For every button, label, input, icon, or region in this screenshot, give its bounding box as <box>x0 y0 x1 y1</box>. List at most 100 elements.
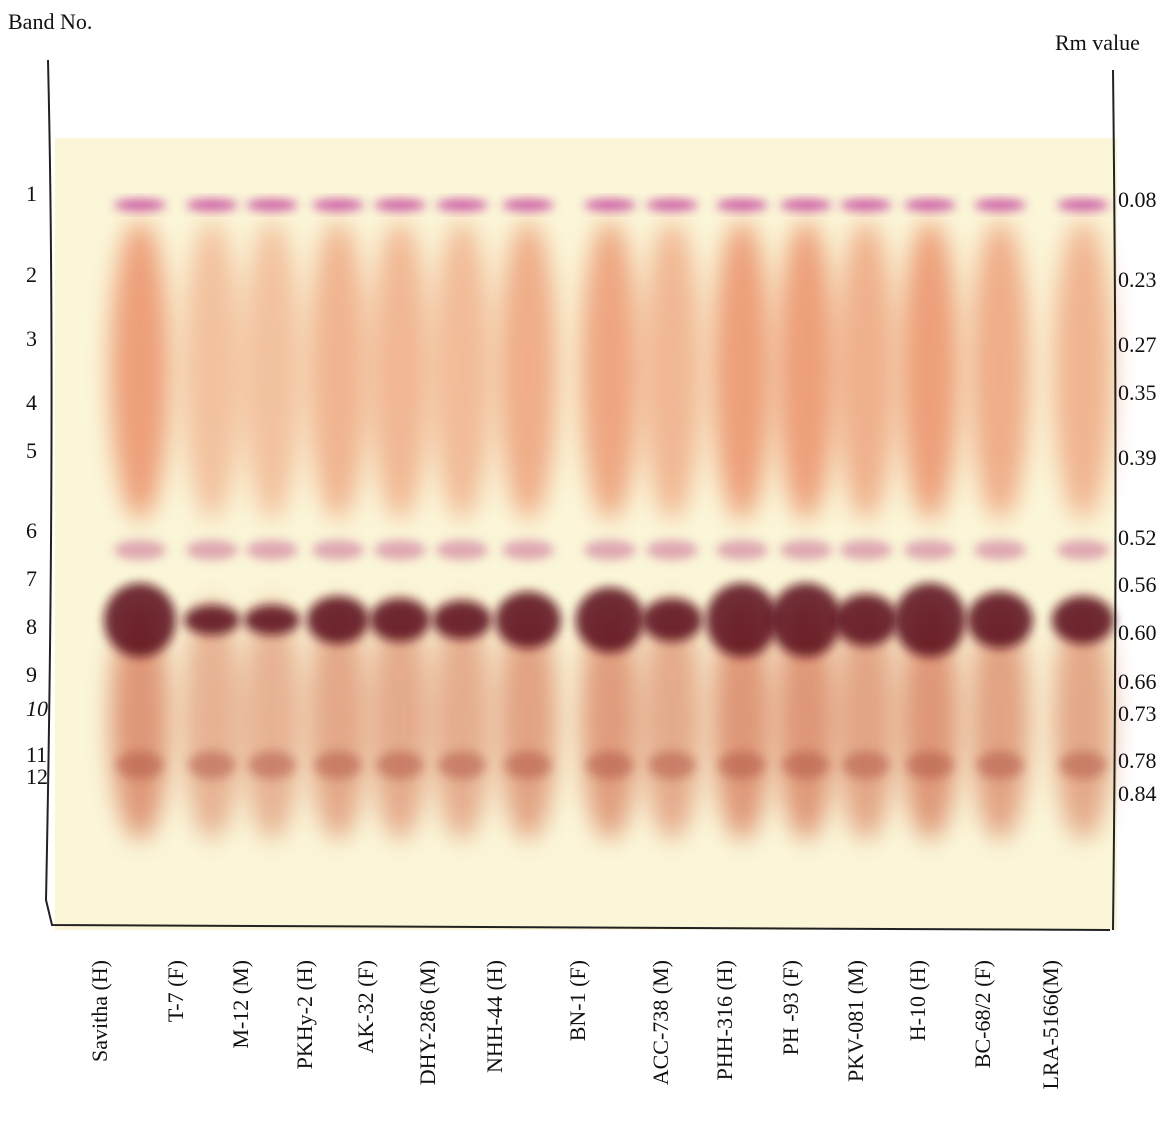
band-number: 10 <box>26 696 48 721</box>
lane-smear <box>900 600 960 840</box>
lane-smear <box>308 600 368 840</box>
band-dark <box>770 583 842 657</box>
lane-smear <box>370 600 430 840</box>
band-pale <box>646 540 698 560</box>
rm-value: 0.66 <box>1118 669 1157 694</box>
band-dark <box>104 583 176 657</box>
band-dark <box>1051 596 1115 644</box>
band-pink <box>646 199 698 211</box>
rm-value: 0.23 <box>1118 267 1157 292</box>
lane-smear <box>712 600 772 840</box>
band-pink <box>436 199 488 211</box>
band-low <box>648 751 696 779</box>
band-dark <box>495 591 561 649</box>
lane-smear <box>182 600 242 840</box>
lane-smear <box>110 220 170 520</box>
band-low <box>842 751 890 779</box>
lane-smear <box>642 600 702 840</box>
band-pale <box>1057 540 1109 560</box>
band-pale <box>186 540 238 560</box>
lane-smear <box>580 220 640 520</box>
band-dark <box>369 598 431 642</box>
lane-smear <box>1053 600 1113 840</box>
lane-label: NHH-44 (H) <box>482 960 507 1073</box>
band-low <box>718 751 766 779</box>
lane-label: M-12 (M) <box>228 960 253 1049</box>
band-dark <box>575 587 645 653</box>
band-pale <box>780 540 832 560</box>
labels: 1 0.08 2 0.23 3 0.27 4 0.35 5 0.39 6 0.52 7 0.56 8 0.60… <box>26 181 1157 1090</box>
rm-value: 0.52 <box>1118 525 1157 550</box>
band-dark <box>894 583 966 657</box>
band-number: 3 <box>26 326 37 351</box>
rm-value: 0.60 <box>1118 620 1157 645</box>
lane-label: T-7 (F) <box>163 960 188 1022</box>
lane-label: Savitha (H) <box>87 960 112 1062</box>
lane-label: PHH-316 (H) <box>712 960 737 1080</box>
lane-smear <box>432 220 492 520</box>
lane-smear <box>900 220 960 520</box>
band-pink <box>1057 199 1109 211</box>
lane-smear <box>836 600 896 840</box>
lane-label: AK-32 (F) <box>353 960 378 1054</box>
band-low <box>314 751 362 779</box>
rm-value: 0.27 <box>1118 332 1157 357</box>
lane-smear <box>110 600 170 840</box>
band-low <box>782 751 830 779</box>
lane-smear <box>498 600 558 840</box>
band-pale <box>840 540 892 560</box>
lane-smear <box>242 600 302 840</box>
band-pale <box>246 540 298 560</box>
lane-smear <box>580 600 640 840</box>
lane-smear <box>970 220 1030 520</box>
band-low <box>248 751 296 779</box>
band-low <box>906 751 954 779</box>
rm-value: 0.56 <box>1118 572 1157 597</box>
lane-label: PKV-081 (M) <box>843 960 868 1082</box>
lane-smear <box>836 220 896 520</box>
band-number: 11 <box>26 742 47 767</box>
lane-smear <box>1053 220 1113 520</box>
band-pink <box>312 199 364 211</box>
band-pale <box>974 540 1026 560</box>
band-dark <box>641 598 703 642</box>
band-pink <box>374 199 426 211</box>
band-dark <box>834 594 898 646</box>
lane-label: BC-68/2 (F) <box>970 960 995 1068</box>
band-low <box>376 751 424 779</box>
band-number: 1 <box>26 181 37 206</box>
band-pink <box>502 199 554 211</box>
rm-value: 0.84 <box>1118 781 1157 806</box>
lane-smear <box>712 220 772 520</box>
rm-value: 0.78 <box>1118 748 1157 773</box>
band-dark <box>432 600 492 640</box>
band-dark <box>967 591 1033 649</box>
band-dark <box>184 605 240 635</box>
lane-label: ACC-738 (M) <box>648 960 673 1085</box>
lane-smear <box>642 220 702 520</box>
lane-label: PH -93 (F) <box>778 960 803 1055</box>
band-number: 7 <box>26 566 37 591</box>
rm-value: 0.08 <box>1118 187 1157 212</box>
lane-label: DHY-286 (M) <box>415 960 440 1085</box>
band-pink <box>246 199 298 211</box>
lane-smear <box>776 600 836 840</box>
band-pale <box>374 540 426 560</box>
lane-label: H-10 (H) <box>905 960 930 1041</box>
band-pink <box>780 199 832 211</box>
gel-border <box>44 59 1117 931</box>
band-pink <box>584 199 636 211</box>
lane-smear <box>432 600 492 840</box>
lane-smear <box>242 220 302 520</box>
band-pink <box>114 199 166 211</box>
band-number: 12 <box>26 764 48 789</box>
band-pale <box>716 540 768 560</box>
band-no-heading: Band No. <box>8 9 92 34</box>
band-pink <box>974 199 1026 211</box>
band-pink <box>840 199 892 211</box>
band-dark <box>706 583 778 657</box>
rm-value-heading: Rm value <box>1055 30 1140 55</box>
lane-smear <box>498 220 558 520</box>
band-number: 4 <box>26 390 37 415</box>
